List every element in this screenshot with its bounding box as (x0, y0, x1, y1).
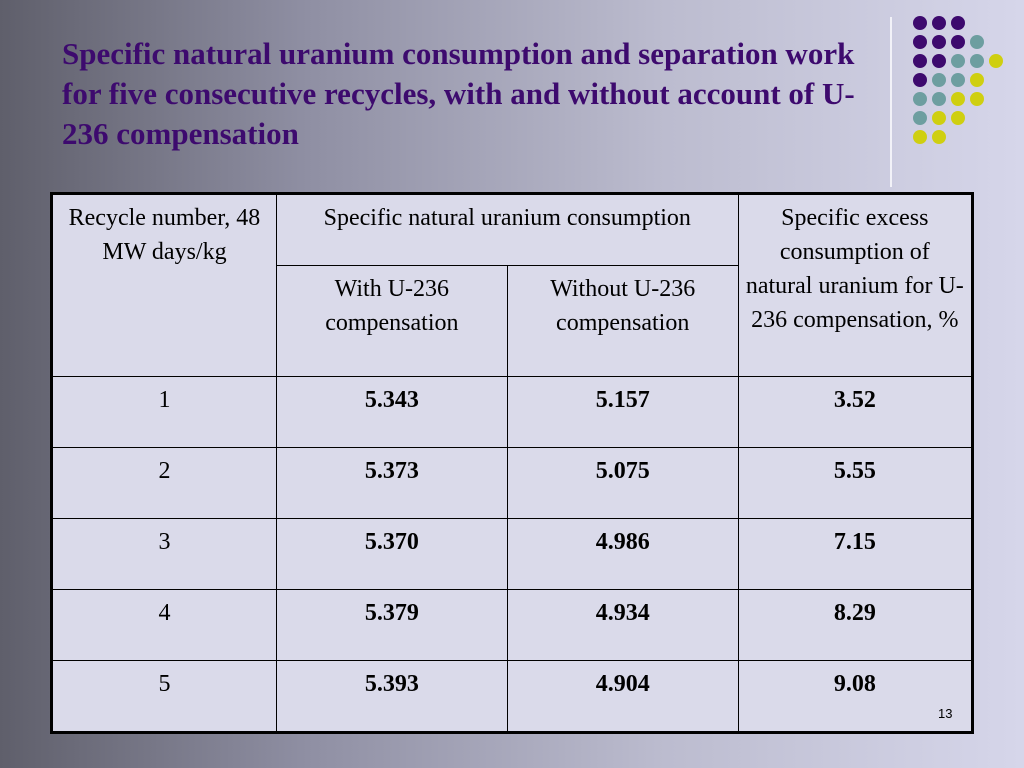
cell-without: 4.934 (506, 589, 739, 661)
decorative-dot (913, 92, 927, 106)
decorative-dot (932, 54, 946, 68)
cell-with: 5.373 (275, 447, 508, 519)
table-subheader-row: With U-236 compensation Without U-236 co… (52, 265, 973, 377)
cell-excess: 8.29 (737, 589, 974, 661)
cell-with: 5.343 (275, 376, 508, 448)
header-without-compensation: Without U-236 compensation (506, 265, 739, 377)
table-row: 2 5.373 5.075 5.55 (51, 447, 974, 519)
table-header-row: Recycle number, 48 MW days/kg Specific n… (51, 193, 974, 377)
table-row: 4 5.379 4.934 8.29 (51, 589, 974, 661)
decorative-dot (951, 16, 965, 30)
decorative-dot (951, 73, 965, 87)
decorative-dot (932, 35, 946, 49)
table-row: 5 5.393 4.904 9.08 (51, 660, 974, 733)
cell-excess: 9.08 (737, 660, 974, 733)
decorative-dot (970, 73, 984, 87)
decorative-dot (989, 54, 1003, 68)
decorative-dot (932, 111, 946, 125)
decorative-dot (970, 35, 984, 49)
decorative-dot (951, 35, 965, 49)
slide-number: 13 (938, 706, 953, 721)
header-consumption-group: Specific natural uranium consumption (275, 193, 739, 266)
decorative-dot (913, 111, 927, 125)
cell-excess: 3.52 (737, 376, 974, 448)
decorative-dot (932, 73, 946, 87)
decorative-dot (932, 92, 946, 106)
decorative-dot (913, 130, 927, 144)
cell-without: 5.075 (506, 447, 739, 519)
cell-with: 5.370 (275, 518, 508, 590)
decorative-dot (932, 16, 946, 30)
decorative-dot (913, 73, 927, 87)
decorative-dot (913, 16, 927, 30)
cell-recycle: 4 (51, 589, 277, 661)
uranium-consumption-table: Recycle number, 48 MW days/kg Specific n… (50, 192, 974, 734)
decorative-dot (970, 54, 984, 68)
table-row: 1 5.343 5.157 3.52 (51, 376, 974, 448)
cell-without: 4.986 (506, 518, 739, 590)
slide-title: Specific natural uranium consumption and… (62, 36, 855, 151)
cell-recycle: 5 (51, 660, 277, 733)
cell-excess: 5.55 (737, 447, 974, 519)
cell-recycle: 3 (51, 518, 277, 590)
cell-with: 5.379 (275, 589, 508, 661)
decorative-dot (913, 54, 927, 68)
cell-recycle: 1 (51, 376, 277, 448)
table-row: 3 5.370 4.986 7.15 (51, 518, 974, 590)
decorative-dot (913, 35, 927, 49)
header-with-compensation: With U-236 compensation (275, 265, 508, 377)
decorative-dot (951, 92, 965, 106)
cell-recycle: 2 (51, 447, 277, 519)
cell-with: 5.393 (275, 660, 508, 733)
header-excess-consumption: Specific excess consumption of natural u… (737, 193, 974, 377)
cell-without: 5.157 (506, 376, 739, 448)
cell-without: 4.904 (506, 660, 739, 733)
decorative-dot (951, 54, 965, 68)
decorative-dot (951, 111, 965, 125)
divider-line (890, 17, 892, 187)
decorative-dot (970, 92, 984, 106)
header-recycle-number: Recycle number, 48 MW days/kg (51, 193, 277, 377)
decorative-dot (932, 130, 946, 144)
cell-excess: 7.15 (737, 518, 974, 590)
